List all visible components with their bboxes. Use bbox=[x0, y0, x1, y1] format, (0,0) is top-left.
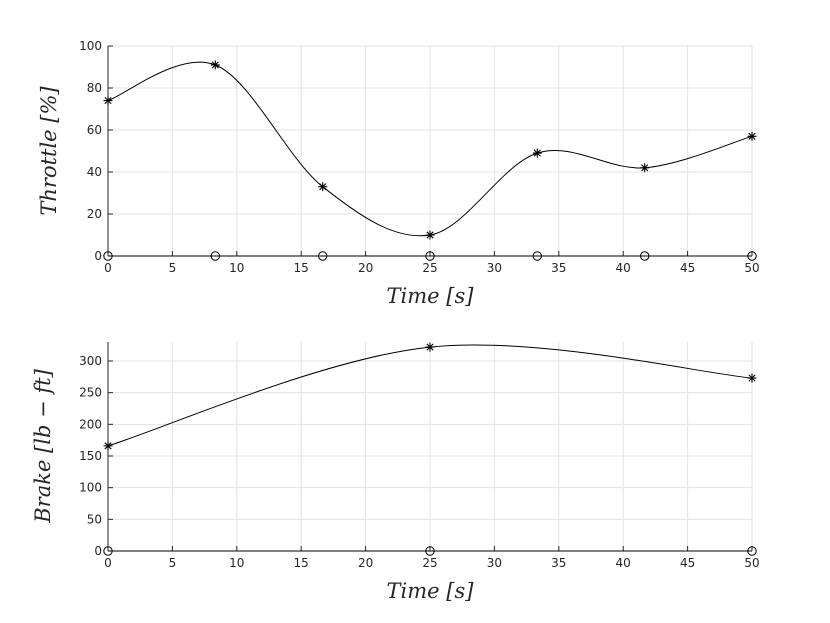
x-tick-label: 15 bbox=[294, 556, 309, 570]
data-point-star bbox=[103, 441, 113, 451]
data-point-star bbox=[318, 182, 328, 192]
y-axis-label: Throttle [%] bbox=[37, 86, 61, 216]
data-point-star bbox=[747, 373, 757, 383]
data-point-star bbox=[747, 131, 757, 141]
y-tick-label: 300 bbox=[79, 354, 102, 368]
x-tick-label: 50 bbox=[744, 556, 759, 570]
y-tick-label: 150 bbox=[79, 449, 102, 463]
data-point-circle bbox=[318, 251, 328, 261]
brake-plot: 0 5 10 15 20 25 30 35 40 45 50 0 50 100 150 200 250 300 Ti… bbox=[31, 342, 760, 603]
x-tick-label: 45 bbox=[680, 261, 695, 275]
x-tick-label: 5 bbox=[169, 261, 177, 275]
y-tick-label: 50 bbox=[87, 512, 102, 526]
x-tick-label: 0 bbox=[104, 556, 112, 570]
data-point-star bbox=[640, 163, 650, 173]
data-point-circle bbox=[747, 251, 757, 261]
data-point-star bbox=[425, 230, 435, 240]
data-point-circle bbox=[425, 251, 435, 261]
y-tick-label: 40 bbox=[87, 165, 102, 179]
x-tick-label: 30 bbox=[487, 261, 502, 275]
y-tick-label: 20 bbox=[87, 207, 102, 221]
x-tick-label: 20 bbox=[358, 261, 373, 275]
data-point-circle bbox=[747, 546, 757, 556]
x-tick-label: 50 bbox=[744, 261, 759, 275]
data-point-star bbox=[103, 96, 113, 106]
x-tick-label: 40 bbox=[616, 556, 631, 570]
x-axis-label: Time [s] bbox=[387, 284, 475, 308]
x-tick-label: 45 bbox=[680, 556, 695, 570]
y-tick-label: 0 bbox=[94, 249, 102, 263]
data-point-circle bbox=[640, 251, 650, 261]
y-tick-label: 100 bbox=[79, 39, 102, 53]
throttle-plot: 0 5 10 15 20 25 30 35 40 45 50 0 20 40 60 80 100 Time [s]… bbox=[37, 39, 760, 308]
y-tick-label: 100 bbox=[79, 481, 102, 495]
x-tick-label: 0 bbox=[104, 261, 112, 275]
x-tick-label: 15 bbox=[294, 261, 309, 275]
x-tick-label: 40 bbox=[616, 261, 631, 275]
data-point-circle bbox=[425, 546, 435, 556]
data-point-circle bbox=[103, 546, 113, 556]
y-tick-label: 0 bbox=[94, 544, 102, 558]
x-tick-label: 35 bbox=[551, 556, 566, 570]
y-tick-label: 80 bbox=[87, 81, 102, 95]
x-tick-label: 20 bbox=[358, 556, 373, 570]
data-point-circle bbox=[210, 251, 220, 261]
x-tick-label: 35 bbox=[551, 261, 566, 275]
data-point-star bbox=[425, 342, 435, 352]
x-tick-label: 10 bbox=[229, 261, 244, 275]
x-axis-label: Time [s] bbox=[387, 579, 475, 603]
data-point-star bbox=[532, 148, 542, 158]
y-tick-label: 250 bbox=[79, 386, 102, 400]
x-tick-label: 10 bbox=[229, 556, 244, 570]
data-point-star bbox=[210, 60, 220, 70]
y-tick-label: 200 bbox=[79, 417, 102, 431]
data-point-circle bbox=[103, 251, 113, 261]
x-tick-label: 25 bbox=[422, 261, 437, 275]
data-point-circle bbox=[532, 251, 542, 261]
y-axis-label: Brake [lb − ft] bbox=[31, 368, 55, 523]
x-tick-label: 5 bbox=[169, 556, 177, 570]
x-tick-label: 25 bbox=[422, 556, 437, 570]
x-tick-label: 30 bbox=[487, 556, 502, 570]
y-tick-label: 60 bbox=[87, 123, 102, 137]
